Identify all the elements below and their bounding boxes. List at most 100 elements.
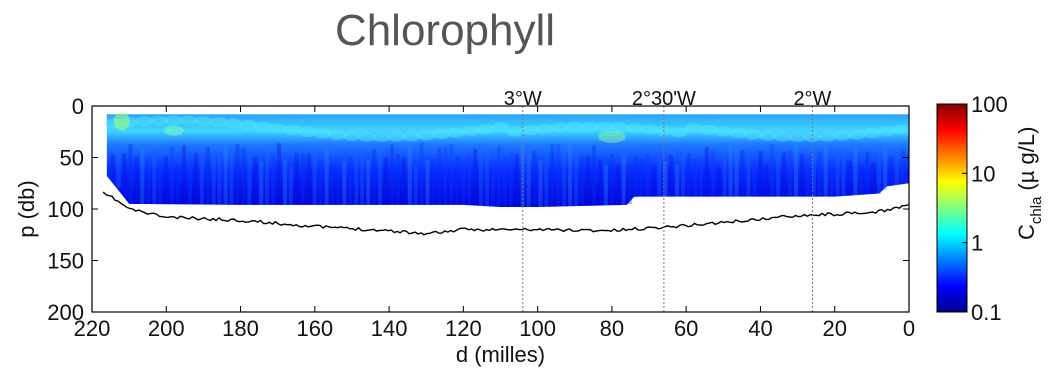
heatmap-high-patch	[610, 122, 629, 133]
heatmap-streak	[484, 147, 490, 207]
heatmap-streak	[776, 154, 781, 197]
heatmap-streak	[770, 144, 775, 197]
heatmap-high-patch	[402, 131, 421, 142]
heatmap-streak	[223, 146, 228, 205]
colorbar-tick-label: 0.1	[971, 300, 1002, 325]
heatmap-streak	[704, 147, 709, 197]
heatmap-streak	[680, 143, 686, 197]
heatmap-high-patch	[699, 124, 718, 135]
longitude-marker-label: 3°W	[504, 88, 542, 110]
heatmap-streak	[158, 159, 163, 205]
heatmap-streak	[645, 153, 650, 197]
heatmap-streak	[621, 154, 626, 206]
heatmap-streak	[366, 159, 371, 205]
plot-area: 3°W 2°30'W 2°W	[102, 88, 909, 312]
heatmap-high-patch	[328, 129, 347, 140]
heatmap-high-patch	[848, 129, 867, 140]
heatmap-high-patch	[744, 129, 763, 140]
heatmap-streak	[871, 162, 876, 195]
heatmap-streak	[669, 154, 674, 197]
heatmap-streak	[627, 162, 632, 205]
colorbar-tick-label: 1	[971, 231, 983, 256]
heatmap-high-patch	[446, 127, 465, 138]
heatmap-streak	[591, 145, 597, 206]
heatmap-streak	[419, 142, 424, 205]
heatmap-streak	[407, 145, 412, 205]
heatmap-high-patch	[788, 131, 807, 142]
heatmap-streak	[811, 152, 816, 197]
heatmap-streak	[270, 153, 276, 205]
y-tick-label: 0	[72, 94, 84, 119]
heatmap-high-patch	[491, 122, 510, 133]
axes: 220 200 180 160 140 120 100 80 60 40 20 00501001502…	[14, 94, 915, 367]
heatmap-streak	[550, 144, 555, 207]
heatmap-streak	[431, 159, 436, 205]
heatmap-streak	[764, 165, 769, 197]
heatmap-streak	[181, 145, 187, 205]
heatmap-streak	[532, 150, 537, 207]
x-tick-label: 120	[445, 316, 482, 341]
heatmap-high-patch	[625, 123, 644, 134]
x-tick-label: 20	[822, 316, 846, 341]
heatmap-high-patch	[476, 124, 495, 135]
heatmap-streak	[265, 145, 270, 205]
colorbar-tick-label: 10	[971, 161, 995, 186]
heatmap-streak	[413, 165, 418, 205]
heatmap-high-patch	[417, 130, 436, 141]
heatmap-high-patch	[224, 118, 243, 129]
heatmap-streak	[900, 150, 906, 185]
heatmap-streak	[722, 142, 727, 197]
heatmap-streak	[799, 153, 805, 197]
heatmap-streak	[692, 159, 698, 197]
heatmap-streak	[259, 161, 264, 205]
heatmap-streak	[508, 152, 513, 207]
heatmap-streak	[556, 144, 561, 207]
heatmap-streak	[663, 161, 668, 197]
heatmap-streak	[229, 151, 234, 205]
heatmap-high-patch	[640, 124, 659, 135]
heatmap-streak	[728, 146, 733, 197]
heatmap-streak	[449, 144, 454, 205]
heatmap-streak	[140, 149, 145, 204]
heatmap-streak	[294, 153, 299, 205]
heatmap-streak	[847, 160, 852, 196]
heatmap-streak	[633, 156, 638, 198]
heatmap-streak	[835, 155, 840, 197]
heatmap-high-patch	[773, 131, 792, 142]
heatmap-streak	[603, 165, 608, 206]
heatmap-high-patch	[209, 117, 228, 128]
heatmap-body	[106, 114, 909, 207]
heatmap-streak	[164, 156, 169, 205]
heatmap-streak	[330, 164, 335, 205]
y-tick-label: 100	[47, 197, 84, 222]
heatmap-streak	[888, 157, 894, 187]
heatmap-high-patch	[387, 131, 406, 142]
heatmap-high-patch	[597, 130, 626, 143]
heatmap-streak	[467, 154, 472, 206]
heatmap-streak	[853, 147, 858, 196]
heatmap-streak	[787, 150, 793, 197]
heatmap-streak	[716, 166, 721, 197]
heatmap-streak	[538, 160, 543, 207]
heatmap-streak	[193, 152, 198, 205]
heatmap-streak	[461, 163, 466, 205]
heatmap-streak	[752, 163, 757, 197]
heatmap-streak	[205, 146, 210, 205]
heatmap-high-patch	[179, 115, 198, 126]
heatmap-streak	[597, 159, 602, 206]
x-tick-label: 100	[519, 316, 556, 341]
heatmap-streak	[496, 146, 501, 207]
heatmap-high-patch	[506, 126, 525, 137]
heatmap-high-patch	[580, 121, 599, 132]
heatmap-streak	[817, 152, 822, 197]
heatmap-high-patch	[357, 131, 376, 142]
heatmap-streak	[354, 150, 359, 205]
heatmap-high-patch	[134, 116, 153, 127]
x-tick-label: 180	[222, 316, 259, 341]
heatmap-streak	[348, 156, 353, 205]
heatmap-high-patch	[714, 126, 733, 137]
heatmap-streak	[443, 146, 448, 205]
heatmap-high-patch	[298, 127, 317, 138]
seafloor-line	[102, 191, 909, 236]
chart-title: Chlorophyll	[334, 6, 556, 55]
